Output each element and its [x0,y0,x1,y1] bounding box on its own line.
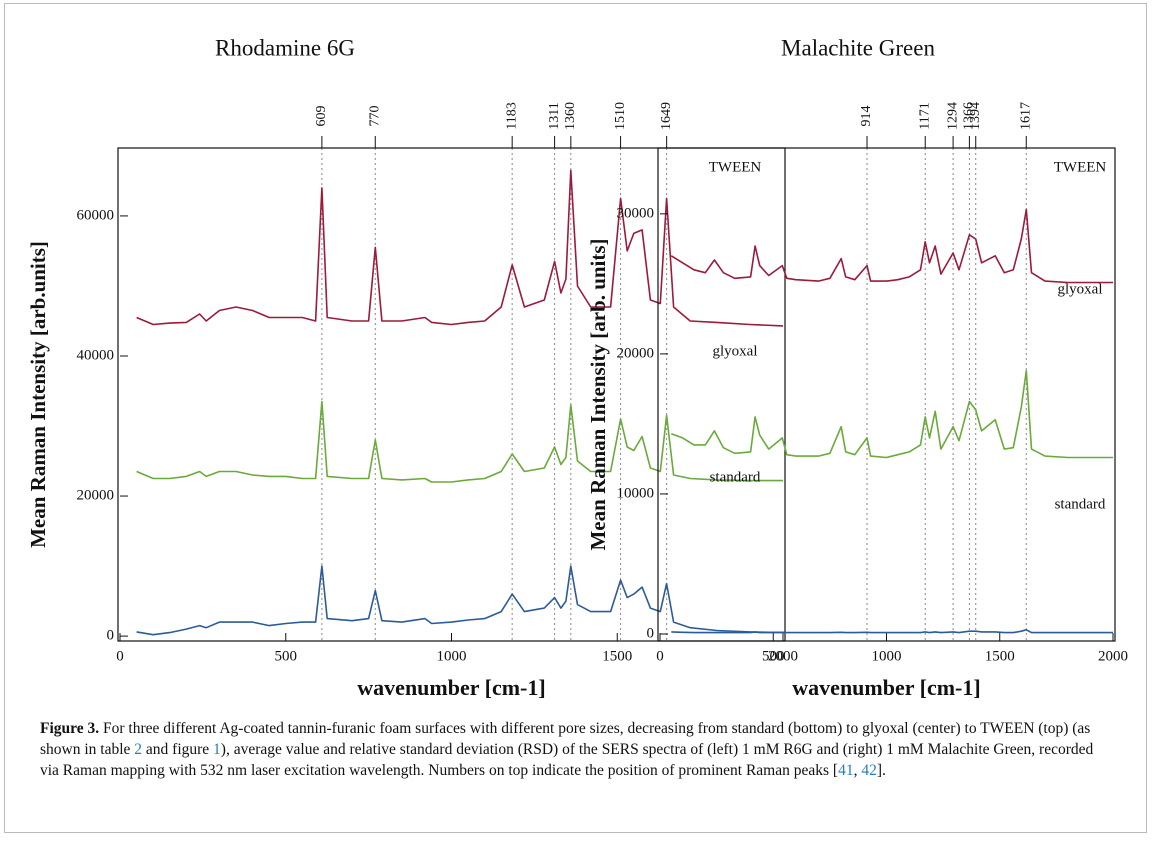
peak-label: 1617 [1018,102,1033,130]
caption-text: For three different Ag-coated tannin-fur… [40,720,1091,758]
x-axis-label: wavenumber [cm-1] [792,675,980,700]
plot-frame [657,147,1116,642]
spectrum-line [136,400,783,483]
reference-link[interactable]: 42 [861,762,877,779]
series-label: glyoxal [1058,281,1103,297]
y-tick-label: 20000 [617,345,655,361]
x-tick-label: 500 [275,648,298,664]
y-tick-label: 10000 [617,485,655,501]
caption-text: and figure [142,741,214,758]
peak-label: 1183 [504,102,519,129]
x-tick-label: 0 [656,648,664,664]
x-tick-label: 1000 [872,648,902,664]
caption-text: ]. [876,762,886,779]
y-tick-label: 60000 [77,207,115,223]
peak-label: 1360 [563,102,578,130]
peak-label: 1366 [962,102,977,130]
peak-label: 1510 [613,102,628,130]
y-axis-label: Mean Raman Intensity [arb. units] [586,238,610,550]
peak-label: 770 [367,106,382,127]
reference-link[interactable]: 41 [838,762,854,779]
peak-label: 1311 [547,102,562,129]
x-tick-label: 500 [762,648,785,664]
peak-label: 1649 [659,102,674,130]
y-axis-label: Mean Raman Intensity [arb.units] [26,241,50,548]
reference-link[interactable]: 2 [134,741,143,758]
series-label: standard [710,469,761,485]
figure: Rhodamine 6G wavenumber [cm-1] Mean Raman … [26,35,1128,700]
peak-label: 609 [314,106,329,127]
series-label: TWEEN [1054,159,1107,175]
x-tick-label: 1500 [602,648,632,664]
caption-text: , [853,762,862,779]
caption: Figure 3. For three different Ag-coated … [40,718,1115,781]
reference-link[interactable]: 1 [213,741,221,758]
series-label: TWEEN [709,159,762,175]
y-tick-label: 30000 [617,205,655,221]
x-tick-label: 1500 [985,648,1015,664]
x-tick-label: 2000 [768,648,798,664]
caption-label: Figure 3. [40,720,100,737]
x-tick-label: 2000 [1098,648,1128,664]
chart-title: Rhodamine 6G [215,35,355,60]
series-label: standard [1055,496,1106,512]
chart-title: Malachite Green [781,35,935,60]
y-tick-label: 20000 [77,487,115,503]
peak-label: 1394 [968,102,983,130]
spectrum-line [671,369,1113,459]
spectrum-line [670,208,1113,284]
spectrum-line [136,169,784,327]
peak-label: 1294 [945,102,960,130]
spectrum-line [671,629,1113,634]
figure-frame [4,3,1147,833]
series-label: glyoxal [713,343,758,359]
y-tick-label: 0 [647,625,655,641]
y-tick-label: 0 [107,628,115,644]
x-axis-label: wavenumber [cm-1] [357,675,545,700]
plot-frame [117,147,786,642]
peak-label: 914 [859,106,874,127]
peak-label: 1171 [917,102,932,129]
x-tick-label: 1000 [437,648,467,664]
caption-text: ), average value and relative standard d… [40,741,1094,779]
x-tick-label: 0 [116,648,124,664]
y-tick-label: 40000 [77,347,115,363]
spectrum-line [136,565,784,636]
